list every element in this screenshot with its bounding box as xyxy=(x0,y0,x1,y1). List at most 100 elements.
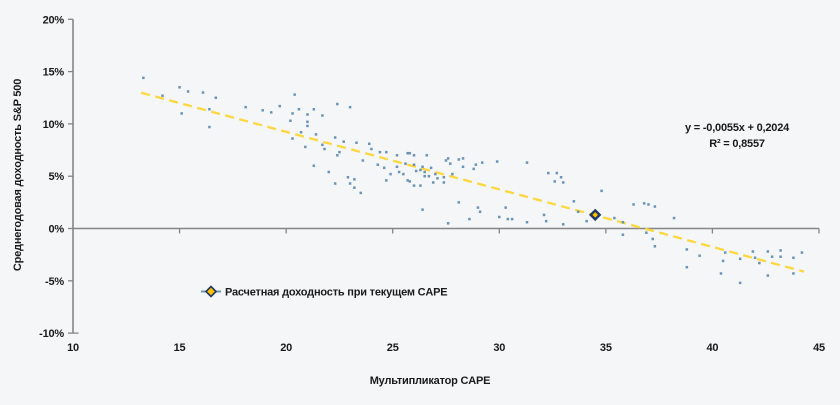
scatter-point xyxy=(359,191,362,195)
scatter-point xyxy=(468,217,471,221)
x-axis-title: Мультипликатор CAPE xyxy=(370,375,491,387)
scatter-point xyxy=(389,172,392,176)
scatter-point xyxy=(506,217,510,221)
scatter-point xyxy=(457,201,461,204)
scatter-point xyxy=(436,177,439,180)
scatter-point xyxy=(525,220,529,224)
scatter-point xyxy=(385,179,388,182)
scatter-point xyxy=(600,189,603,193)
x-axis: 10 15 20 25 30 35 40 45 xyxy=(67,227,825,354)
scatter-point xyxy=(321,114,324,117)
scatter-point xyxy=(306,120,309,124)
scatter-point xyxy=(561,181,565,184)
scatter-point xyxy=(621,233,625,237)
scatter-point xyxy=(419,184,422,187)
trend-line xyxy=(140,91,805,273)
scatter-point xyxy=(738,281,742,285)
scatter-point xyxy=(444,159,448,162)
scatter-point xyxy=(304,145,307,149)
scatter-point xyxy=(421,165,424,169)
scatter-point xyxy=(451,172,454,176)
scatter-point xyxy=(770,255,774,258)
scatter-point xyxy=(478,210,482,214)
x-tick-label: 15 xyxy=(174,342,186,354)
scatter-point xyxy=(719,272,723,275)
scatter-point xyxy=(480,161,484,164)
scatter-point xyxy=(559,175,563,179)
scatter-point xyxy=(291,137,294,140)
scatter-point xyxy=(651,237,654,241)
scatter-point xyxy=(208,125,211,129)
equation-label: y = -0,0055x + 0,2024 xyxy=(685,122,790,134)
scatter-point xyxy=(685,265,689,269)
scatter-point xyxy=(161,94,164,97)
x-tick-label: 40 xyxy=(706,342,718,354)
scatter-point xyxy=(476,206,480,209)
legend: Расчетная доходность при текущем CAPE xyxy=(201,285,448,299)
scatter-point xyxy=(510,217,514,221)
scatter-point xyxy=(414,169,418,173)
scatter-point xyxy=(766,274,770,277)
scatter-point xyxy=(278,104,281,108)
scatter-point xyxy=(208,108,211,111)
scatter-point xyxy=(306,113,309,116)
scatter-point xyxy=(434,172,437,176)
scatter-point xyxy=(297,108,301,111)
y-axis: 20% 15% 10% 5% 0% -5% -10% xyxy=(39,14,79,340)
scatter-point xyxy=(758,261,761,265)
scatter-point xyxy=(314,133,318,136)
y-axis-title: Среднегодовая доходность S&P 500 xyxy=(12,79,24,271)
scatter-point xyxy=(721,259,725,263)
scatter-point xyxy=(753,256,757,260)
y-tick-label: 0% xyxy=(49,224,65,236)
scatter-point xyxy=(378,150,382,154)
legend-label: Расчетная доходность при текущем CAPE xyxy=(225,287,447,299)
scatter-point xyxy=(423,174,426,178)
legend-diamond-icon xyxy=(204,285,218,298)
scatter-point xyxy=(291,112,294,115)
scatter-point xyxy=(289,119,292,123)
scatter-point xyxy=(474,163,478,166)
scatter-point xyxy=(323,147,326,151)
scatter-point xyxy=(504,206,507,209)
scatter-point xyxy=(427,174,431,178)
scatter-point xyxy=(576,210,580,214)
scatter-point xyxy=(613,216,616,220)
scatter-point xyxy=(495,160,499,163)
x-tick-label: 25 xyxy=(387,342,399,354)
scatter-point xyxy=(647,203,650,206)
scatter-point xyxy=(461,157,465,160)
scatter-point xyxy=(555,171,559,175)
scatter-point xyxy=(442,175,446,179)
scatter-point xyxy=(621,220,625,224)
scatter-point xyxy=(342,140,345,143)
scatter-point xyxy=(299,131,303,134)
scatter-point xyxy=(632,203,635,206)
scatter-point xyxy=(261,109,264,112)
scatter-point xyxy=(355,141,358,144)
scatter-point xyxy=(431,181,435,184)
scatter-point xyxy=(353,186,356,189)
scatter-point xyxy=(425,154,429,157)
scatter-point xyxy=(395,165,399,169)
scatter-point xyxy=(472,167,475,171)
scatter-point xyxy=(792,256,795,260)
scatter-point xyxy=(442,181,446,184)
scatter-point xyxy=(312,164,316,167)
scatter-point xyxy=(336,154,339,157)
scatter-points xyxy=(142,76,804,285)
scatter-point xyxy=(419,168,422,172)
x-tick-label: 35 xyxy=(600,342,612,354)
scatter-point xyxy=(269,111,273,114)
scatter-point xyxy=(446,157,450,160)
y-tick-label: 20% xyxy=(43,14,65,26)
scatter-point xyxy=(370,147,373,151)
x-tick-label: 20 xyxy=(280,342,292,354)
scatter-point xyxy=(547,171,550,175)
scatter-point xyxy=(498,215,501,219)
scatter-point xyxy=(653,245,657,248)
scatter-point xyxy=(402,172,405,176)
scatter-point xyxy=(723,251,727,254)
x-tick-label: 45 xyxy=(813,342,825,354)
